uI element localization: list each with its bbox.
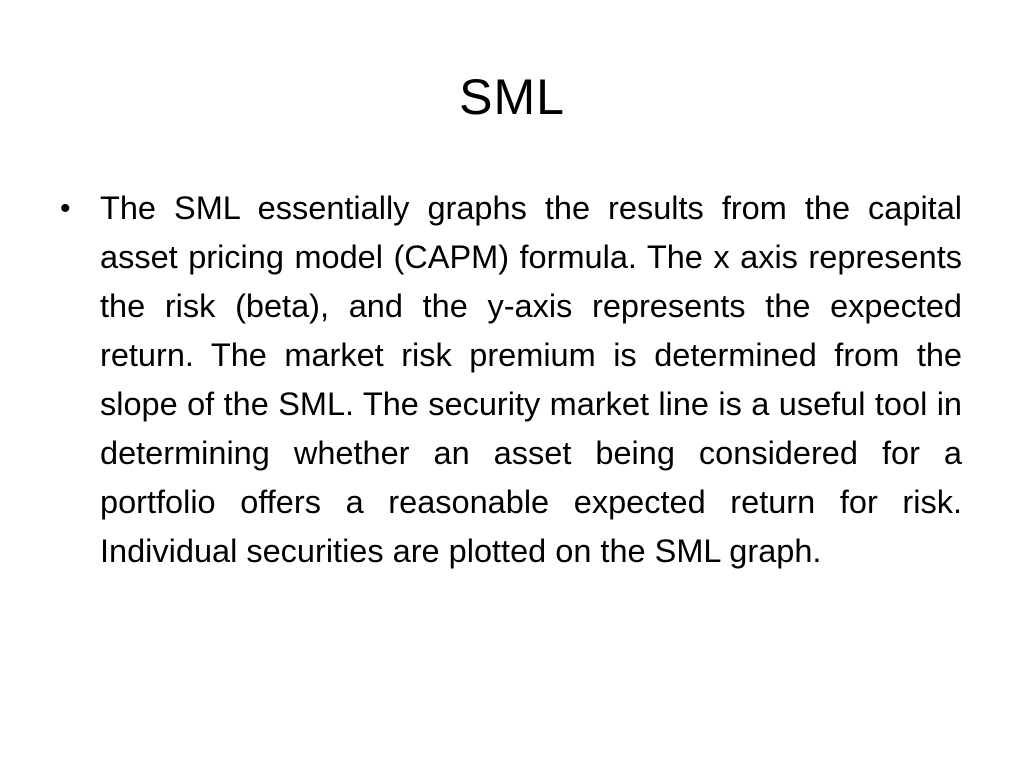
bullet-text: The SML essentially graphs the results f… xyxy=(100,190,962,569)
bullet-item: • The SML essentially graphs the results… xyxy=(60,184,962,576)
slide-title: SML xyxy=(459,69,565,125)
slide-body: • The SML essentially graphs the results… xyxy=(60,184,962,576)
bullet-marker: • xyxy=(60,192,71,225)
